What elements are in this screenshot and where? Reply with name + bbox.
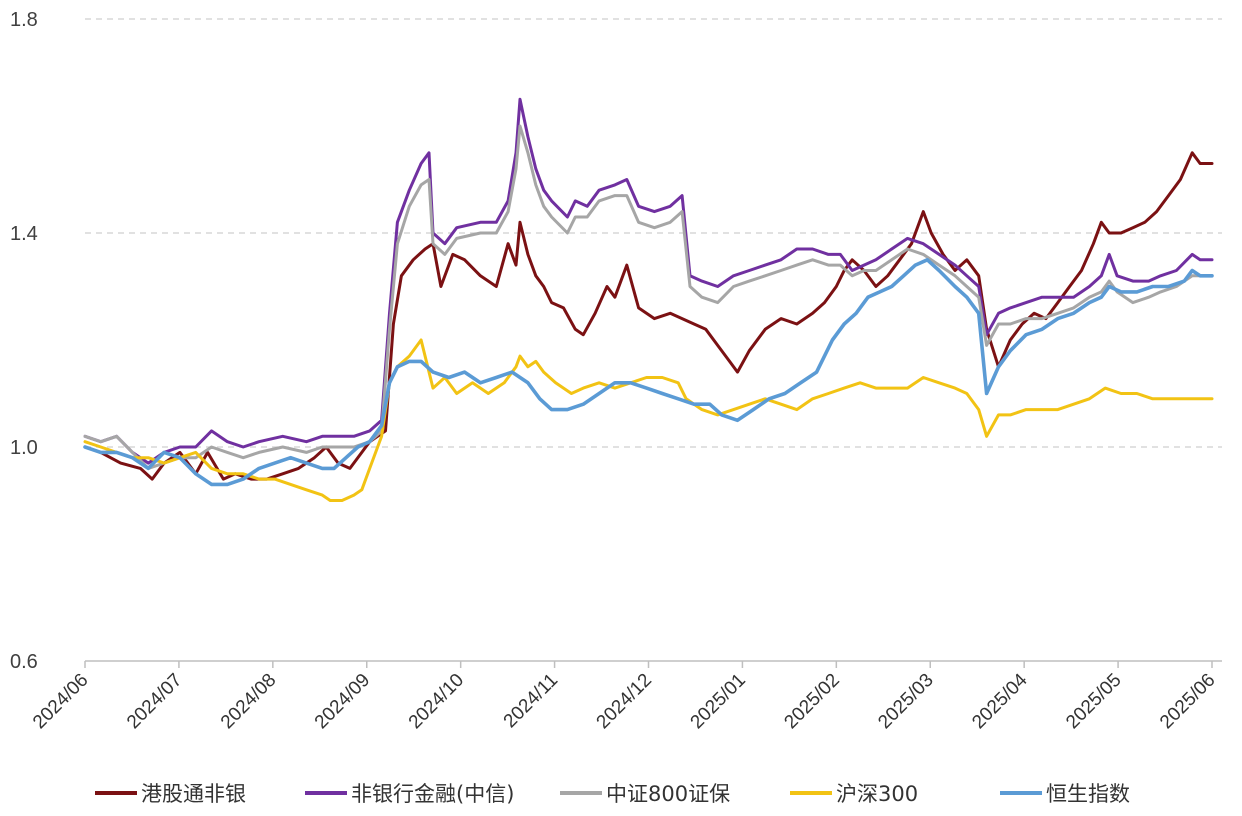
- x-tick-label: 2025/01: [687, 670, 750, 733]
- x-tick-label: 2025/05: [1062, 670, 1125, 733]
- legend-label-4: 沪深300: [836, 782, 918, 806]
- x-tick-label: 2025/06: [1156, 670, 1219, 733]
- x-tick-label: 2025/03: [874, 670, 937, 733]
- x-axis: 2024/06 2024/07 2024/08 2024/09 2024/10 2024/…: [29, 660, 1222, 733]
- series-line-2: [83, 97, 1214, 465]
- x-tick-label: 2024/12: [593, 670, 656, 733]
- legend-label-2: 非银行金融(中信): [351, 782, 514, 806]
- x-tick-label: 2024/08: [217, 670, 280, 733]
- series-line-5: [83, 258, 1214, 487]
- legend-label-1: 港股通非银: [141, 782, 246, 806]
- series-line-4: [83, 338, 1214, 502]
- x-tick-label: 2024/06: [29, 670, 92, 733]
- legend-label-5: 恒生指数: [1046, 782, 1130, 806]
- x-tick-label: 2024/10: [405, 670, 468, 733]
- y-tick-label: 1.8: [10, 9, 38, 31]
- series-line-3: [83, 124, 1214, 470]
- y-tick-label: 1.0: [10, 437, 38, 459]
- x-tick-label: 2025/02: [780, 670, 843, 733]
- series-lines: [83, 97, 1214, 502]
- x-tick-label: 2024/09: [311, 670, 374, 733]
- legend-label-3: 中证800证保: [606, 782, 730, 806]
- x-tick-label: 2024/11: [500, 670, 562, 732]
- series-line-1: [83, 151, 1214, 481]
- x-tick-label: 2025/04: [968, 669, 1032, 733]
- x-tick-label: 2024/07: [123, 670, 186, 733]
- y-tick-label: 1.4: [10, 223, 38, 245]
- y-tick-label: 0.6: [10, 651, 38, 673]
- gridlines: 0.6 1.0 1.4 1.8: [10, 9, 1222, 673]
- legend: 港股通非银 非银行金融(中信) 中证800证保 沪深300 恒生指数: [95, 782, 1130, 806]
